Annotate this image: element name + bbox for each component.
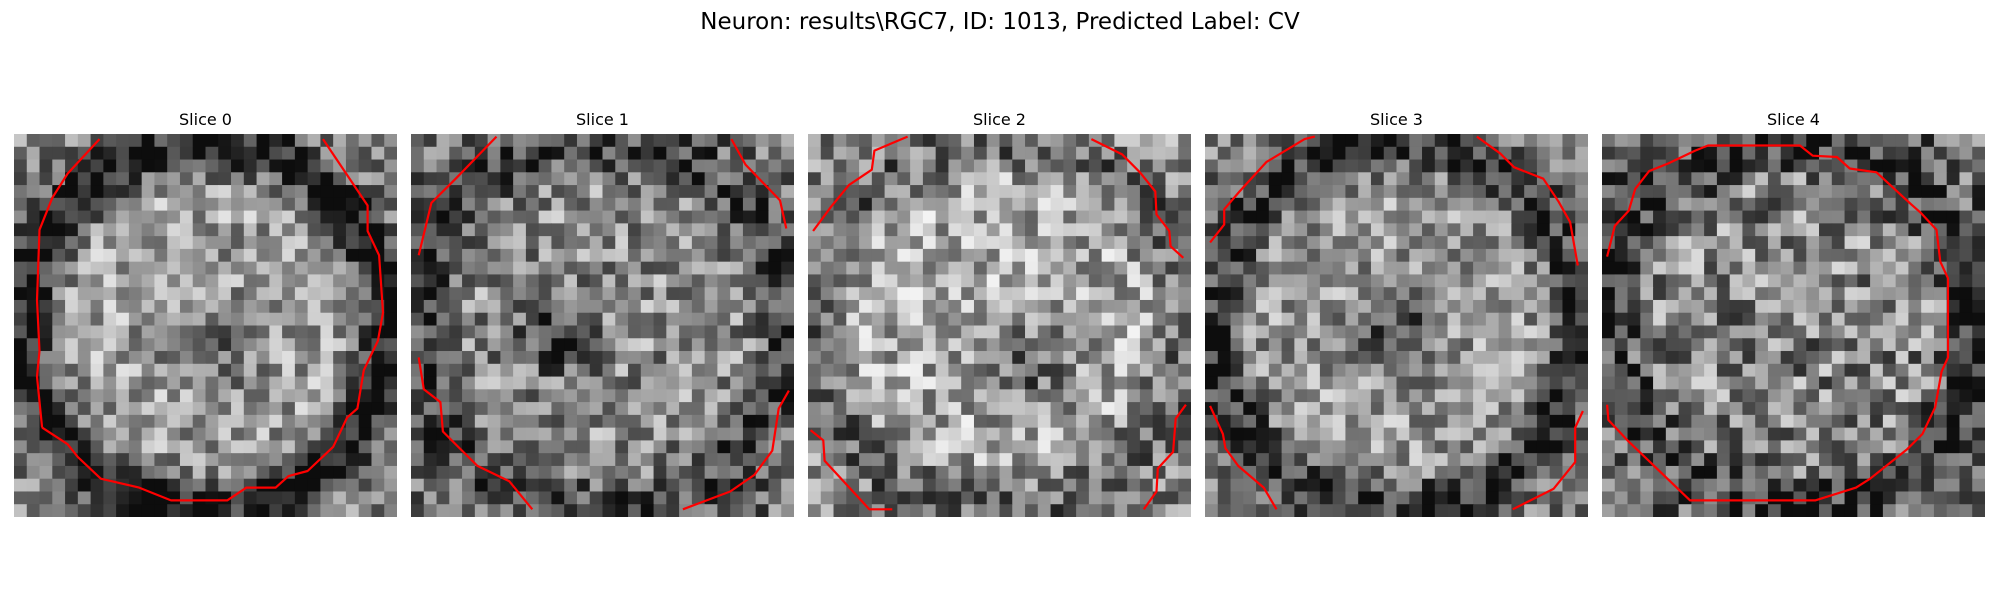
- slice-title: Slice 3: [1370, 110, 1423, 129]
- segmentation-contour: [417, 357, 534, 510]
- pixel-grid: [808, 134, 1191, 517]
- segmentation-contour: [1512, 410, 1584, 511]
- segmentation-contour: [1476, 135, 1579, 266]
- segmentation-contour: [682, 390, 790, 511]
- slice-title: Slice 1: [576, 110, 629, 129]
- slice-title: Slice 2: [973, 110, 1026, 129]
- pixel-grid: [1602, 134, 1985, 517]
- segmentation-contour: [417, 135, 498, 256]
- pixel-grid: [14, 134, 397, 517]
- slice-title: Slice 0: [179, 110, 232, 129]
- pixel-grid: [411, 134, 794, 517]
- segmentation-contour: [809, 429, 893, 511]
- segmentation-contour: [1090, 138, 1185, 259]
- microscopy-image: [1205, 134, 1588, 517]
- segmentation-contour: [1606, 144, 1950, 502]
- figure-title: Neuron: results\RGC7, ID: 1013, Predicte…: [700, 9, 1300, 35]
- segmentation-contour: [730, 138, 788, 229]
- segmentation-contour: [1209, 135, 1316, 244]
- microscopy-image: [14, 134, 397, 517]
- microscopy-image: [411, 134, 794, 517]
- pixel-grid: [1205, 134, 1588, 517]
- slice-title: Slice 4: [1767, 110, 1820, 129]
- segmentation-contour: [1209, 405, 1278, 510]
- segmentation-contour: [812, 135, 909, 232]
- segmentation-contour: [41, 138, 385, 502]
- microscopy-image: [808, 134, 1191, 517]
- segmentation-contour: [35, 138, 101, 428]
- microscopy-image: [1602, 134, 1985, 517]
- segmentation-contour: [1142, 404, 1187, 510]
